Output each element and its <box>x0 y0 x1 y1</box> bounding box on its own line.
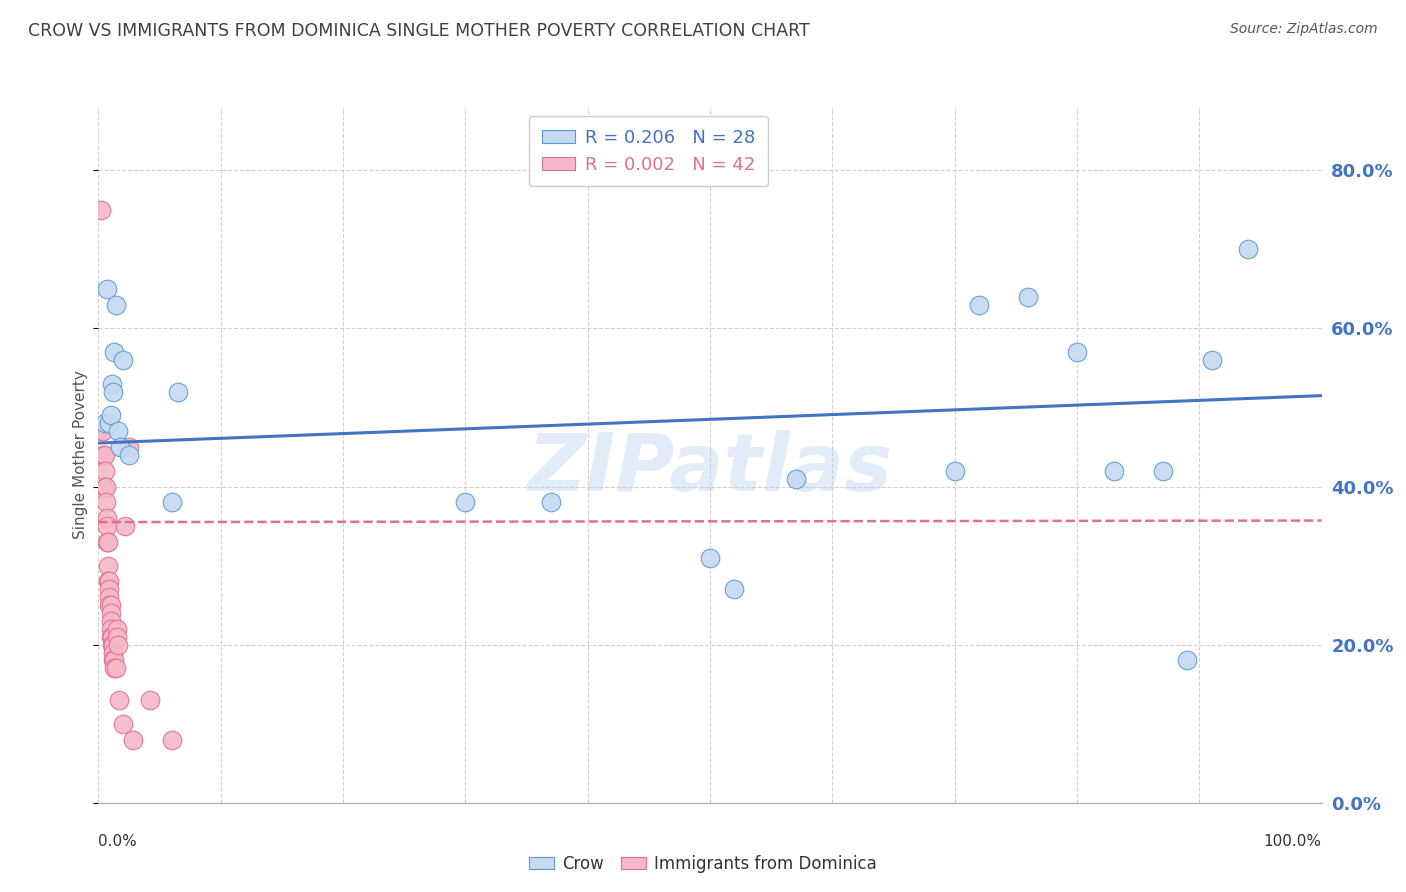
Text: ZIPatlas: ZIPatlas <box>527 430 893 508</box>
Point <box>118 448 141 462</box>
Point <box>100 622 122 636</box>
Point <box>97 534 120 549</box>
Point <box>139 693 162 707</box>
Point <box>93 464 115 478</box>
Point <box>103 661 125 675</box>
Point <box>1017 290 1039 304</box>
Point <box>93 417 115 431</box>
Text: 100.0%: 100.0% <box>1264 834 1322 849</box>
Point <box>723 582 745 597</box>
Point <box>1175 653 1198 667</box>
Point <box>103 653 125 667</box>
Point <box>96 511 118 525</box>
Point <box>97 574 120 589</box>
Legend: R = 0.206   N = 28, R = 0.002   N = 42: R = 0.206 N = 28, R = 0.002 N = 42 <box>530 116 768 186</box>
Point <box>93 448 115 462</box>
Point <box>454 495 477 509</box>
Point <box>96 282 118 296</box>
Point <box>1152 464 1174 478</box>
Text: 0.0%: 0.0% <box>98 834 138 849</box>
Text: CROW VS IMMIGRANTS FROM DOMINICA SINGLE MOTHER POVERTY CORRELATION CHART: CROW VS IMMIGRANTS FROM DOMINICA SINGLE … <box>28 22 810 40</box>
Point <box>107 638 129 652</box>
Point <box>107 424 129 438</box>
Text: Source: ZipAtlas.com: Source: ZipAtlas.com <box>1230 22 1378 37</box>
Point <box>699 550 721 565</box>
Point <box>98 582 121 597</box>
Point <box>96 519 118 533</box>
Point <box>100 606 122 620</box>
Point <box>104 298 127 312</box>
Point <box>94 479 117 493</box>
Point <box>105 622 128 636</box>
Point <box>101 638 124 652</box>
Point <box>100 598 122 612</box>
Point <box>110 440 132 454</box>
Point <box>98 591 121 605</box>
Point <box>943 464 966 478</box>
Point <box>118 440 141 454</box>
Point <box>1102 464 1125 478</box>
Point <box>101 653 124 667</box>
Point <box>121 732 143 747</box>
Point <box>100 630 122 644</box>
Point <box>967 298 990 312</box>
Point <box>1201 353 1223 368</box>
Point <box>91 424 114 438</box>
Y-axis label: Single Mother Poverty: Single Mother Poverty <box>73 370 87 540</box>
Point <box>100 409 122 423</box>
Point <box>1237 243 1260 257</box>
Point <box>160 732 183 747</box>
Point <box>785 472 807 486</box>
Point <box>108 693 131 707</box>
Point <box>105 630 128 644</box>
Point <box>98 417 121 431</box>
Legend: Crow, Immigrants from Dominica: Crow, Immigrants from Dominica <box>523 848 883 880</box>
Point <box>90 202 112 217</box>
Point <box>96 534 118 549</box>
Point <box>160 495 183 509</box>
Point <box>111 716 134 731</box>
Point <box>101 384 124 399</box>
Point <box>91 448 114 462</box>
Point <box>101 630 124 644</box>
Point <box>93 479 115 493</box>
Point <box>114 519 136 533</box>
Point <box>98 574 121 589</box>
Point <box>101 638 124 652</box>
Point <box>94 495 117 509</box>
Point <box>97 558 120 573</box>
Point <box>111 353 134 368</box>
Point <box>100 614 122 628</box>
Point <box>1066 345 1088 359</box>
Point <box>540 495 562 509</box>
Point <box>103 345 125 359</box>
Point <box>167 384 190 399</box>
Point <box>104 661 127 675</box>
Point <box>91 424 114 438</box>
Point <box>101 646 124 660</box>
Point <box>98 598 121 612</box>
Point <box>101 376 124 391</box>
